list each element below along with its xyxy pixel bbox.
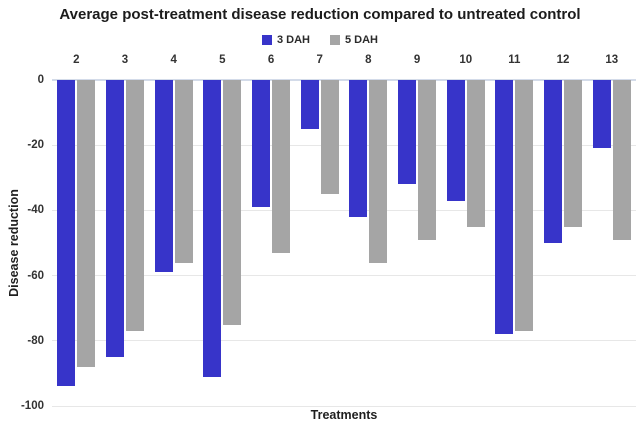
bar-3-dah-treatment-6: [252, 80, 271, 208]
bar-3-dah-treatment-4: [154, 80, 173, 273]
bar-5-dah-treatment-5: [223, 80, 242, 325]
bar-group: [101, 80, 150, 406]
bar-5-dah-treatment-6: [272, 80, 291, 253]
y-tick-label: -20: [27, 139, 44, 152]
category-label: 5: [219, 54, 226, 66]
category-label: 7: [316, 54, 323, 66]
bar-group: [198, 80, 247, 406]
legend-label: 5 DAH: [345, 34, 379, 46]
bar-5-dah-treatment-4: [174, 80, 193, 263]
category-label: 9: [413, 54, 421, 66]
bar-3-dah-treatment-8: [349, 80, 368, 217]
chart-title: Average post-treatment disease reduction…: [59, 6, 581, 23]
legend-label: 3 DAH: [276, 34, 310, 46]
bar-5-dah-treatment-2: [77, 80, 96, 367]
bars: [52, 80, 636, 406]
legend-item: 5 DAH: [330, 34, 378, 46]
y-tick-label: -60: [27, 269, 44, 282]
legend-item: 3 DAH: [261, 34, 310, 46]
gridline: [52, 79, 636, 81]
gridline: [52, 405, 636, 407]
bar-group: [587, 80, 636, 406]
category-label: 4: [170, 54, 177, 66]
x-category-labels: 2 3 4 5 6 7 8 9 10 11 12 13: [52, 54, 636, 70]
bar-5-dah-treatment-10: [466, 80, 485, 227]
y-axis-tick-labels: 0 -20 -40 -60 -80 -100: [0, 74, 44, 412]
plot-area: [52, 79, 636, 407]
bar-group: [52, 80, 101, 406]
gridline: [52, 144, 636, 146]
y-tick-label: -40: [27, 204, 44, 217]
category-label: 10: [459, 54, 473, 66]
bar-3-dah-treatment-12: [544, 80, 563, 243]
bar-3-dah-treatment-5: [203, 80, 222, 377]
bar-group: [393, 80, 442, 406]
bar-5-dah-treatment-13: [612, 80, 631, 240]
bar-5-dah-treatment-3: [126, 80, 144, 332]
legend-swatch-5-dah: [330, 35, 340, 45]
bar-group: [344, 80, 393, 406]
bar-3-dah-treatment-7: [300, 80, 319, 129]
bar-5-dah-treatment-8: [369, 80, 388, 263]
bar-5-dah-treatment-11: [515, 80, 534, 332]
bar-5-dah-treatment-12: [564, 80, 583, 227]
y-tick-label: -80: [27, 334, 44, 347]
gridline: [52, 275, 636, 277]
legend-swatch-3-dah: [261, 35, 272, 45]
bar-3-dah-treatment-13: [592, 80, 611, 149]
gridline: [52, 340, 636, 342]
category-label: 8: [365, 54, 372, 66]
category-label: 2: [73, 54, 80, 66]
bar-group: [441, 80, 490, 406]
bar-group: [539, 80, 588, 406]
category-label: 13: [605, 54, 619, 66]
bar-group: [247, 80, 296, 406]
bar-group: [490, 80, 539, 406]
bar-5-dah-treatment-9: [418, 80, 437, 240]
category-label: 12: [556, 54, 570, 66]
y-tick-label: 0: [37, 74, 44, 86]
y-tick-label: -100: [20, 400, 44, 412]
bar-3-dah-treatment-9: [398, 80, 417, 185]
bar-group: [295, 80, 344, 406]
legend: 3 DAH 5 DAH: [0, 33, 640, 47]
bar-3-dah-treatment-11: [495, 80, 514, 335]
y-axis-title: Disease reduction: [7, 189, 21, 297]
bar-3-dah-treatment-2: [57, 80, 76, 387]
category-label: 3: [121, 54, 129, 66]
bar-5-dah-treatment-7: [320, 80, 339, 195]
bar-3-dah-treatment-3: [106, 80, 124, 358]
gridline: [52, 209, 636, 211]
bar-group: [149, 80, 198, 406]
bar-3-dah-treatment-10: [446, 80, 465, 201]
category-label: 11: [508, 54, 521, 66]
category-label: 6: [267, 54, 275, 66]
x-axis-title: Treatments: [310, 408, 378, 422]
